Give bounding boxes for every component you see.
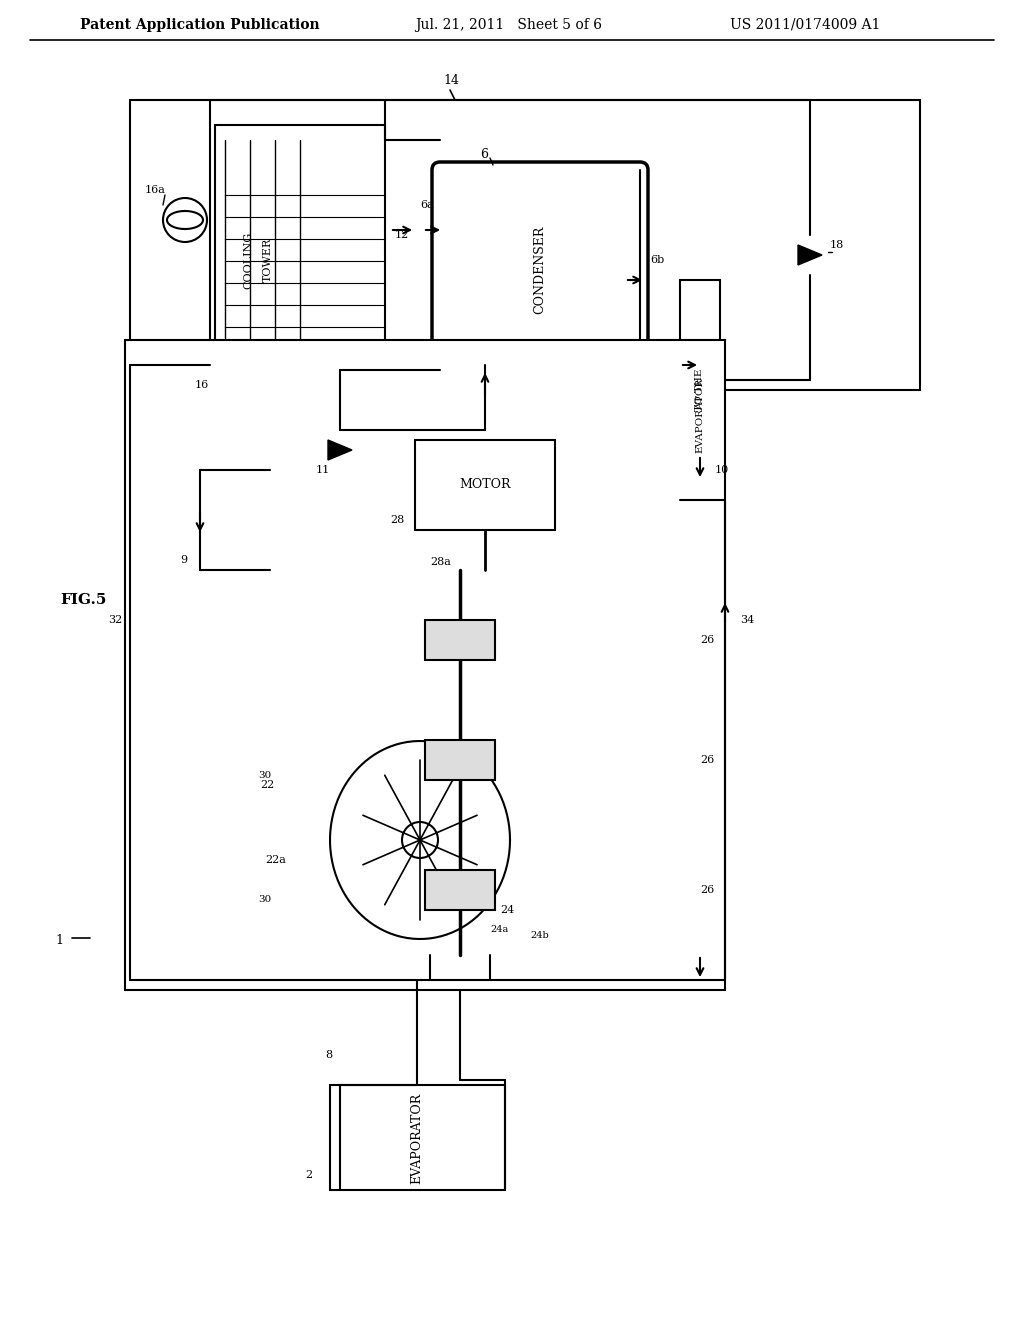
Text: 14: 14: [443, 74, 459, 87]
Text: Jul. 21, 2011   Sheet 5 of 6: Jul. 21, 2011 Sheet 5 of 6: [415, 18, 602, 32]
Text: Patent Application Publication: Patent Application Publication: [80, 18, 319, 32]
Text: 26: 26: [700, 884, 715, 895]
Polygon shape: [798, 246, 822, 265]
Text: EVAPORATOR: EVAPORATOR: [695, 378, 705, 453]
Text: 9: 9: [180, 554, 187, 565]
Text: 30: 30: [258, 895, 271, 904]
Bar: [415, 440, 555, 531]
Text: 6a: 6a: [420, 201, 434, 210]
Text: FIG.5: FIG.5: [60, 593, 106, 607]
Bar: [250, 550, 700, 979]
Bar: [280, 660, 630, 960]
Bar: [215, 125, 385, 375]
Polygon shape: [328, 440, 352, 459]
Text: 18: 18: [830, 240, 844, 249]
Text: 16a: 16a: [145, 185, 166, 195]
Text: EVAPORATOR: EVAPORATOR: [411, 1093, 424, 1184]
FancyBboxPatch shape: [432, 162, 648, 378]
Text: MOTOR: MOTOR: [459, 479, 511, 491]
Text: 6b: 6b: [650, 255, 665, 265]
Text: 16: 16: [195, 380, 209, 389]
Bar: [210, 100, 920, 389]
Text: US 2011/0174009 A1: US 2011/0174009 A1: [730, 18, 881, 32]
Bar: [330, 1085, 505, 1191]
Text: 24: 24: [500, 906, 514, 915]
Text: 26: 26: [700, 635, 715, 645]
Text: CONDENSER: CONDENSER: [534, 226, 547, 314]
Text: COOLING: COOLING: [243, 231, 253, 289]
Text: 34: 34: [740, 615, 755, 624]
Text: 30: 30: [258, 771, 271, 780]
Text: 11: 11: [316, 465, 331, 475]
Text: 10: 10: [715, 465, 729, 475]
Bar: [425, 870, 495, 909]
Text: 28: 28: [390, 515, 404, 525]
Text: 8: 8: [325, 1049, 332, 1060]
Text: 12: 12: [395, 230, 410, 240]
Text: 28a: 28a: [430, 557, 451, 568]
Text: 22: 22: [260, 780, 274, 789]
Bar: [680, 280, 720, 500]
Text: 24b: 24b: [530, 931, 549, 940]
Text: 6: 6: [480, 149, 488, 161]
Bar: [425, 741, 495, 780]
Text: 22a: 22a: [265, 855, 286, 865]
Bar: [425, 620, 495, 660]
Text: TO THE: TO THE: [695, 368, 705, 412]
Text: TOWER: TOWER: [263, 238, 273, 282]
Bar: [125, 341, 725, 990]
Text: 26: 26: [700, 755, 715, 766]
Text: 32: 32: [108, 615, 122, 624]
Text: 1: 1: [55, 933, 63, 946]
Text: 2: 2: [305, 1170, 312, 1180]
Text: 24a: 24a: [490, 925, 508, 935]
